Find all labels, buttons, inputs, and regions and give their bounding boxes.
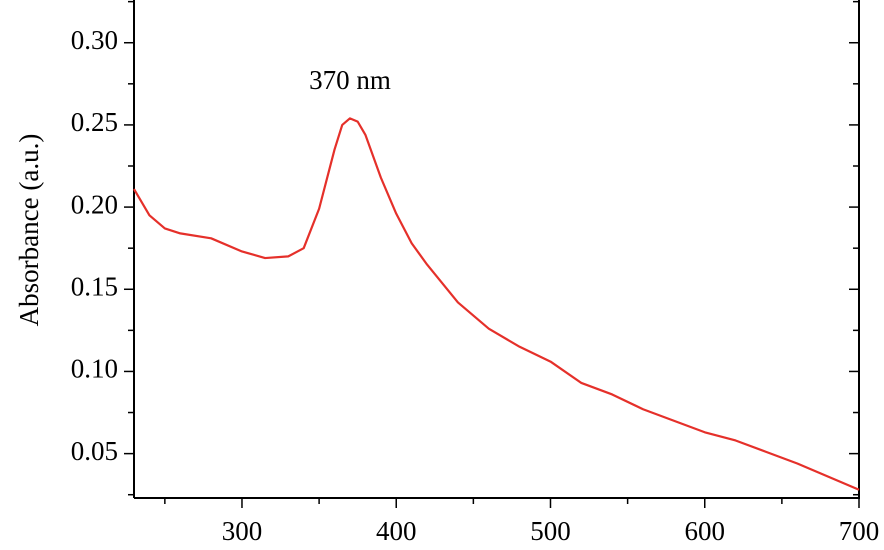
y-tick-label: 0.15 xyxy=(71,271,118,301)
y-tick-label: 0.20 xyxy=(71,189,118,219)
y-tick-label: 0.30 xyxy=(71,25,118,55)
y-tick-label: 0.10 xyxy=(71,354,118,384)
y-tick-label: 0.05 xyxy=(71,436,118,466)
y-tick-label: 0.25 xyxy=(71,107,118,137)
x-tick-label: 600 xyxy=(684,516,725,546)
y-axis-label: Absorbance (a.u.) xyxy=(14,134,44,327)
annotation: 370 nm xyxy=(309,65,391,95)
x-tick-label: 300 xyxy=(222,516,263,546)
x-tick-label: 500 xyxy=(530,516,571,546)
spectrum-line xyxy=(133,117,860,491)
x-tick-label: 700 xyxy=(839,516,880,546)
x-tick-label: 400 xyxy=(376,516,417,546)
